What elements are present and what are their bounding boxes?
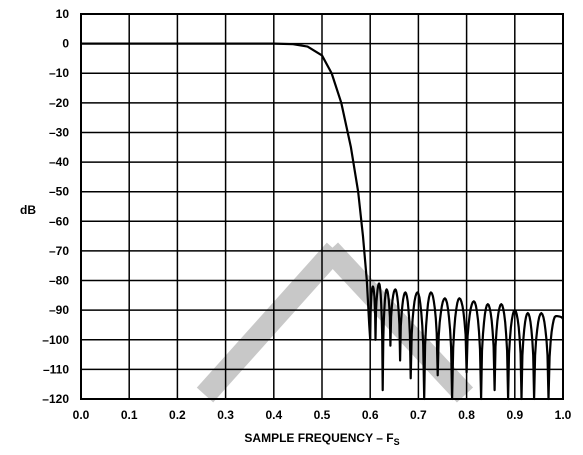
watermark (196, 242, 474, 403)
watermark-stroke-1 (196, 242, 344, 403)
y-tick-label: –30 (49, 125, 69, 139)
x-tick-label: 0.2 (169, 408, 186, 422)
y-tick-label: 10 (56, 7, 70, 21)
y-tick-label: –40 (49, 155, 69, 169)
y-tick-label: –70 (49, 244, 69, 258)
x-tick-label: 0.1 (121, 408, 138, 422)
y-tick-label: 0 (62, 37, 69, 51)
passband-transition-line (81, 42, 372, 340)
y-tick-label: –50 (49, 185, 69, 199)
y-tick-label: –110 (43, 362, 69, 376)
x-tick-label: 0.6 (362, 408, 379, 422)
x-tick-label: 0.7 (410, 408, 427, 422)
y-axis-title: dB (20, 203, 36, 217)
grid (80, 13, 564, 400)
y-tick-label: –60 (49, 214, 69, 228)
x-axis-tick-labels: 0.0 0.1 0.2 0.3 0.4 0.5 0.6 0.7 0.8 0.9 1.0 (73, 408, 572, 422)
x-tick-label: 0.4 (265, 408, 282, 422)
y-tick-label: –100 (42, 333, 69, 347)
x-tick-label: 0.0 (73, 408, 90, 422)
watermark-stroke-0 (321, 242, 474, 403)
x-axis-title-main: SAMPLE FREQUENCY – F (244, 431, 393, 445)
y-tick-label: –10 (49, 66, 69, 80)
y-tick-label: –120 (42, 392, 69, 406)
plot-frame (80, 13, 564, 400)
x-tick-label: 0.9 (506, 408, 523, 422)
x-tick-label: 0.3 (217, 408, 234, 422)
x-tick-label: 0.8 (458, 408, 475, 422)
x-tick-label: 1.0 (555, 408, 572, 422)
x-axis-title: SAMPLE FREQUENCY – FS (244, 431, 399, 447)
y-tick-label: –20 (49, 96, 69, 110)
x-tick-label: 0.5 (314, 408, 331, 422)
y-tick-label: –90 (49, 303, 69, 317)
y-tick-label: –80 (49, 274, 69, 288)
y-axis-tick-labels: 10 0 –10 –20 –30 –40 –50 –60 –70 –80 –90 –100 –110 –1… (42, 7, 69, 406)
x-axis-title-subscript: S (394, 437, 400, 447)
